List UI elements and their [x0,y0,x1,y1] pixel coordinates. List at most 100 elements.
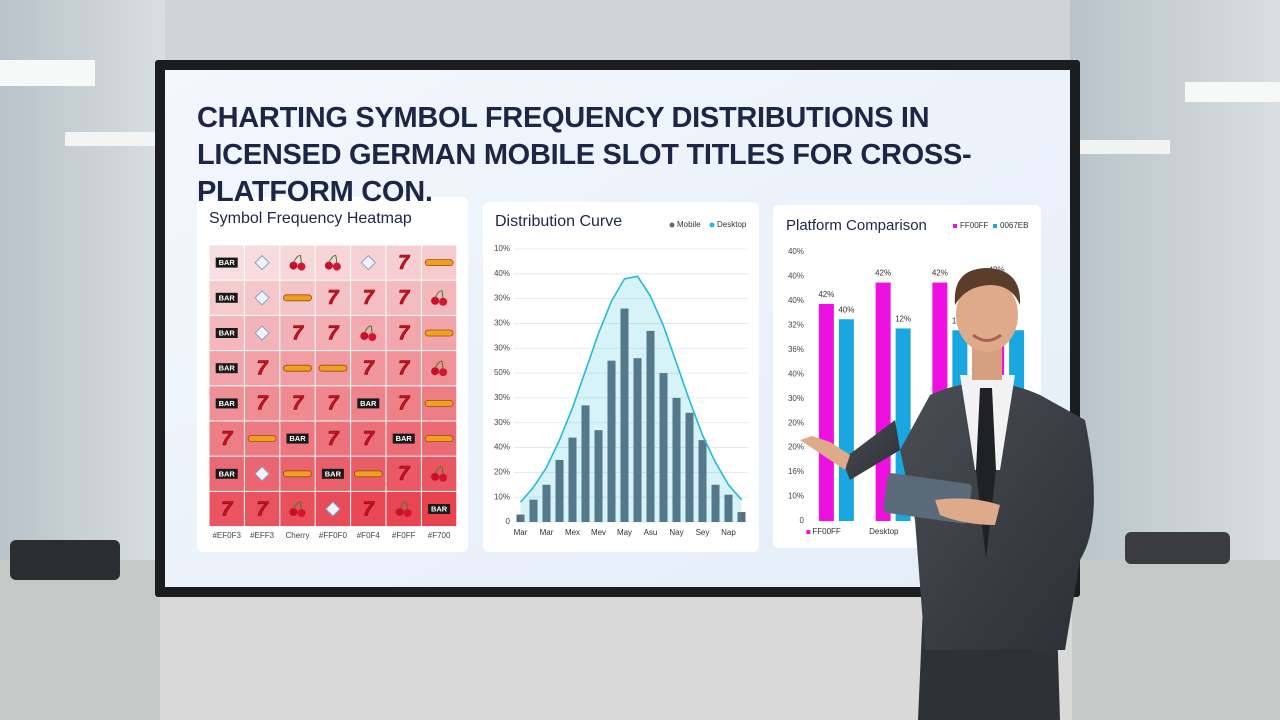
y-tick-label: 30% [494,343,510,352]
y-tick-label: 32% [788,320,804,329]
bar [555,459,564,522]
annotation: 42% [875,269,891,278]
bar-symbol: BAR [219,293,236,302]
bar [724,494,733,522]
hair [954,268,1021,305]
heatmap-cell [244,491,280,527]
legend-marker [953,224,957,228]
cherry-icon [368,333,377,341]
seven-symbol: 7 [327,287,339,309]
presenter [800,268,1094,720]
wild-icon [424,399,454,407]
bar-symbol-bg [392,433,415,444]
curve [519,275,743,503]
seven-symbol: 7 [363,498,375,520]
bar [698,440,707,522]
legend-label: 0067EB [1000,221,1028,230]
wild-icon [353,470,383,478]
y-tick-label: 36% [788,345,804,354]
seven-symbol: 7 [292,393,304,415]
cherry-stem [434,360,444,370]
heatmap-cell [351,280,386,315]
bar [672,397,681,522]
arm [842,420,900,480]
heatmap-cell [280,315,315,351]
bar [620,308,629,522]
heatmap-cell [386,280,421,315]
cherry-stem [293,501,302,511]
seven-symbol: 7 [363,287,375,309]
cherry-icon [395,508,404,516]
y-tick-label: 40% [788,272,804,281]
wild-icon [424,329,454,337]
heatmap-cell [315,245,351,280]
cherry-icon [332,262,341,271]
heatmap-cell [280,245,315,280]
legend-marker [709,222,715,228]
seven-symbol: 7 [257,357,269,379]
cherry-icon [403,509,412,517]
diamond-icon [254,254,270,271]
heatmap-cell [386,491,421,527]
hand [935,498,1000,525]
bar-symbol: BAR [219,399,236,408]
bar [594,430,603,522]
heatmap-cell [386,315,421,351]
bar-symbol: BAR [289,434,306,443]
heatmap-cell [421,456,457,491]
y-tick-label: 40% [788,296,804,305]
seven-symbol: 7 [327,322,339,344]
bar [659,373,668,522]
y-tick-label: 30% [494,418,510,427]
y-tick-label: 20% [788,443,804,452]
column-label: #FF0F0 [319,531,348,540]
diamond-icon [254,325,270,341]
bar-symbol-bg [428,504,451,514]
column-label: #F700 [428,531,451,540]
x-tick-label: Nap [721,528,736,537]
seven-symbol: 7 [327,428,339,450]
seven-symbol: 7 [257,498,269,520]
wild-icon [424,259,454,267]
wild-icon [318,364,348,372]
tie [976,388,996,560]
seven-symbol: 7 [398,322,410,344]
heatmap-cell [386,245,421,280]
seven-symbol: 7 [398,357,410,379]
seven-symbol: 7 [292,322,304,344]
legend-label: Mobile [677,220,701,229]
wild-icon [283,294,312,302]
bar-symbol: BAR [431,504,448,513]
panel-title: Symbol Frequency Heatmap [209,210,412,227]
seven-symbol: 7 [398,463,410,485]
seven-symbol: 7 [221,498,233,520]
chair [1125,532,1230,564]
bar-symbol-bg [215,398,238,409]
bar [529,499,538,522]
heatmap-cell [209,491,244,527]
y-tick-label: 0 [506,517,511,526]
cherry-icon [360,332,369,340]
heatmap-cell [315,280,351,315]
bar-symbol-bg [286,433,309,444]
panel-title: Platform Comparison [786,217,927,234]
heatmap-cell [280,386,315,421]
seven-symbol: 7 [398,393,410,415]
wild-icon [283,364,312,372]
x-tick-label: May [617,528,632,537]
bar-symbol: BAR [219,258,236,267]
y-tick-label: 30% [788,394,804,403]
diamond-icon [254,290,270,306]
diamond-icon [325,501,341,517]
chair [10,540,120,580]
x-tick-label: Mar [540,528,554,537]
category-marker [806,530,811,534]
annotation: 40% [838,305,854,314]
heatmap-cell [351,421,386,456]
x-tick-label: Mex [565,528,580,537]
screen-title: CHARTING SYMBOL FREQUENCY DISTRIBUTIONS … [197,102,972,208]
heatmap-cell [386,386,421,421]
cherry-stem [293,254,302,264]
bar [568,437,577,522]
